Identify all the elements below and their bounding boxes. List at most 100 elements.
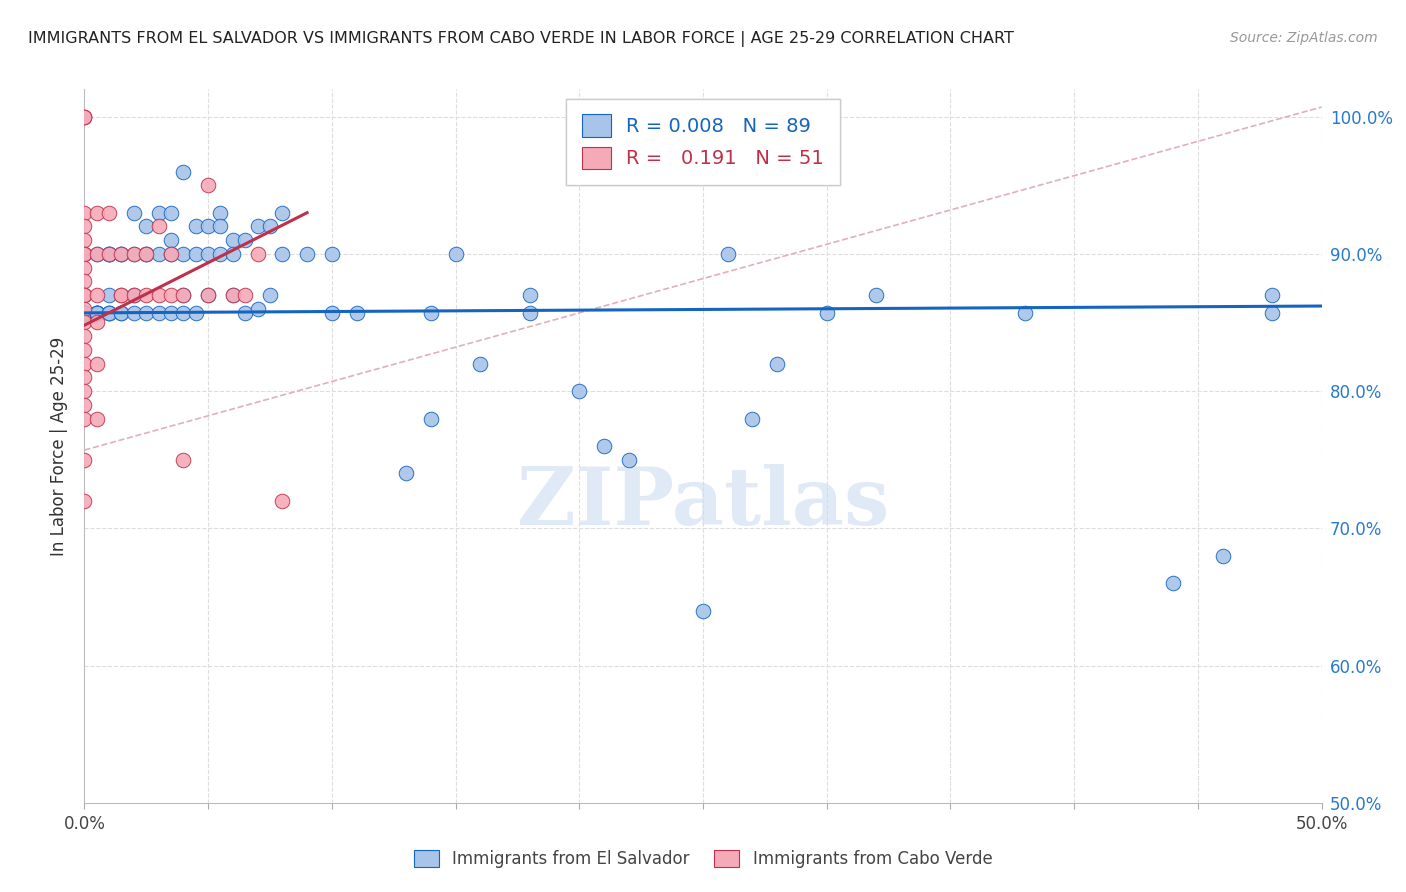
Point [184, 306, 207, 320]
Point [73, 384, 96, 398]
Point [110, 288, 132, 302]
Point [73, 247, 96, 261]
Point [98, 247, 121, 261]
Point [259, 288, 281, 302]
Point [73, 306, 96, 320]
Point [148, 306, 170, 320]
Point [86, 306, 108, 320]
Point [73, 306, 96, 320]
Point [148, 219, 170, 234]
Point [73, 219, 96, 234]
Point [160, 288, 183, 302]
Point [172, 306, 194, 320]
Point [73, 306, 96, 320]
Point [73, 247, 96, 261]
Point [617, 452, 640, 467]
Point [122, 247, 145, 261]
Point [73, 306, 96, 320]
Point [184, 247, 207, 261]
Point [135, 219, 157, 234]
Text: IMMIGRANTS FROM EL SALVADOR VS IMMIGRANTS FROM CABO VERDE IN LABOR FORCE | AGE 2: IMMIGRANTS FROM EL SALVADOR VS IMMIGRANT… [28, 31, 1014, 47]
Point [73, 288, 96, 302]
Legend: Immigrants from El Salvador, Immigrants from Cabo Verde: Immigrants from El Salvador, Immigrants … [406, 843, 1000, 875]
Point [444, 247, 467, 261]
Point [122, 306, 145, 320]
Point [122, 288, 145, 302]
Point [73, 357, 96, 371]
Y-axis label: In Labor Force | Age 25-29: In Labor Force | Age 25-29 [51, 336, 69, 556]
Point [73, 398, 96, 412]
Point [98, 288, 121, 302]
Point [73, 260, 96, 275]
Point [110, 247, 132, 261]
Text: ZIPatlas: ZIPatlas [517, 464, 889, 542]
Point [86, 205, 108, 219]
Point [519, 288, 541, 302]
Point [110, 288, 132, 302]
Point [73, 452, 96, 467]
Point [110, 306, 132, 320]
Point [346, 306, 368, 320]
Point [271, 205, 294, 219]
Point [122, 247, 145, 261]
Point [160, 247, 183, 261]
Point [160, 205, 183, 219]
Point [1014, 306, 1036, 320]
Point [233, 288, 256, 302]
Point [222, 233, 245, 247]
Point [197, 288, 219, 302]
Legend: R = 0.008   N = 89, R =   0.191   N = 51: R = 0.008 N = 89, R = 0.191 N = 51 [567, 99, 839, 185]
Point [135, 288, 157, 302]
Point [73, 274, 96, 288]
Point [222, 247, 245, 261]
Point [172, 452, 194, 467]
Point [172, 288, 194, 302]
Point [86, 306, 108, 320]
Point [86, 306, 108, 320]
Point [86, 247, 108, 261]
Point [246, 301, 269, 316]
Point [865, 288, 887, 302]
Point [148, 205, 170, 219]
Point [568, 384, 591, 398]
Point [666, 110, 689, 124]
Point [1212, 549, 1234, 563]
Point [259, 219, 281, 234]
Point [470, 357, 492, 371]
Point [184, 219, 207, 234]
Point [98, 247, 121, 261]
Point [172, 247, 194, 261]
Point [419, 411, 441, 425]
Point [86, 247, 108, 261]
Point [110, 306, 132, 320]
Point [419, 306, 441, 320]
Point [73, 306, 96, 320]
Point [73, 110, 96, 124]
Point [246, 247, 269, 261]
Point [122, 205, 145, 219]
Point [1261, 288, 1284, 302]
Point [160, 247, 183, 261]
Point [135, 247, 157, 261]
Point [233, 233, 256, 247]
Point [98, 247, 121, 261]
Point [73, 288, 96, 302]
Point [73, 205, 96, 219]
Point [73, 301, 96, 316]
Point [73, 316, 96, 330]
Point [86, 316, 108, 330]
Point [73, 288, 96, 302]
Point [73, 110, 96, 124]
Point [395, 467, 418, 481]
Point [197, 288, 219, 302]
Point [73, 329, 96, 343]
Point [110, 247, 132, 261]
Point [172, 288, 194, 302]
Point [135, 306, 157, 320]
Point [222, 288, 245, 302]
Point [98, 205, 121, 219]
Point [86, 306, 108, 320]
Point [73, 306, 96, 320]
Point [98, 247, 121, 261]
Point [98, 306, 121, 320]
